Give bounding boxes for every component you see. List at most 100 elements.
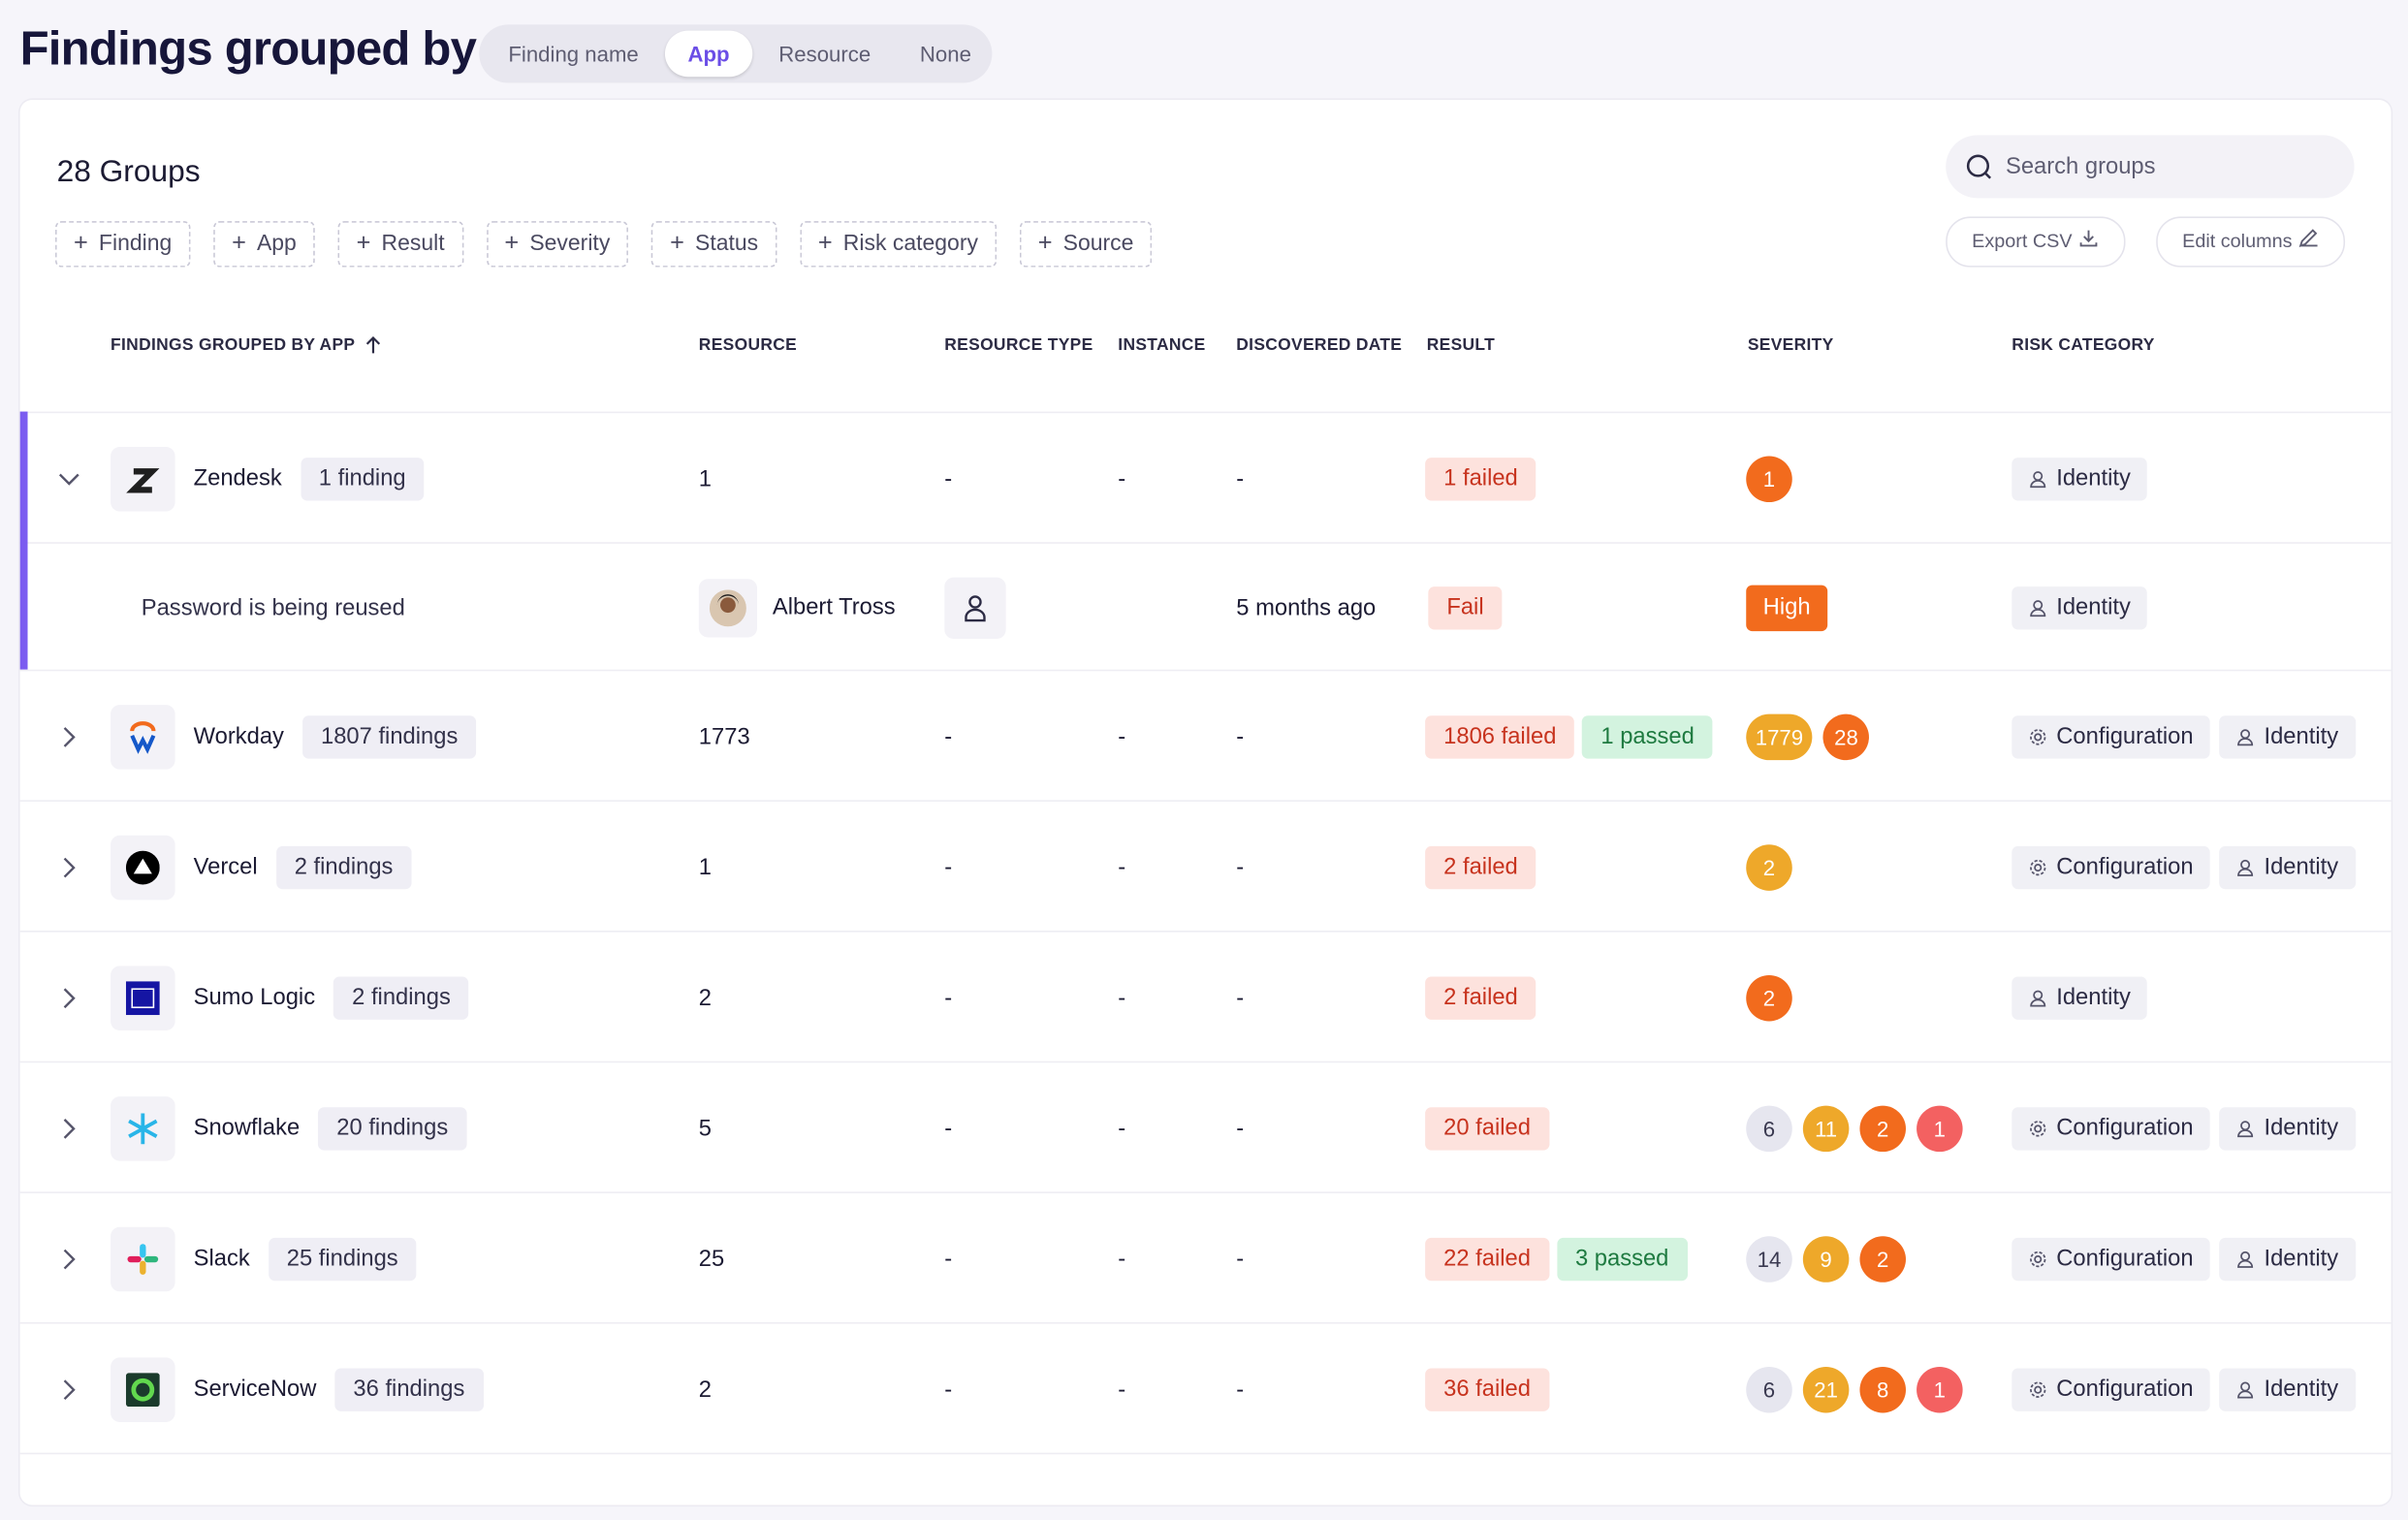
app-name: Slack <box>193 1245 250 1272</box>
result-badge: 36 failed <box>1425 1367 1550 1411</box>
gear-icon <box>2029 1119 2047 1137</box>
group-row: Zendesk 1 finding 1 - - - 1 failed 1 Identity <box>19 411 2392 544</box>
app-name: Sumo Logic <box>193 984 316 1011</box>
filter-bar: + Finding + App + Result + Severity + Status + Risk… <box>55 221 1153 268</box>
expand-chevron[interactable] <box>58 467 79 489</box>
group-tab[interactable]: None <box>919 41 971 67</box>
risk-chip: Identity <box>2219 1106 2356 1150</box>
risk-chip: Identity <box>2219 1237 2356 1281</box>
person-icon-svg <box>2030 470 2046 488</box>
sort-arrow[interactable] <box>365 335 381 355</box>
instance: - <box>1118 1115 1126 1142</box>
plus: + <box>504 230 520 257</box>
app-logo <box>111 704 175 769</box>
logo-svg <box>130 720 156 754</box>
risk-chip: Configuration <box>2012 1237 2211 1281</box>
gear-icon <box>2029 1379 2047 1398</box>
risk-label: Configuration <box>2056 853 2194 879</box>
risk-label: Identity <box>2264 1375 2339 1402</box>
finding-count: 36 findings <box>334 1367 484 1411</box>
filter-label: App <box>256 232 297 257</box>
result-badge: 20 failed <box>1425 1106 1550 1150</box>
resource-type: - <box>944 1245 953 1272</box>
finding-row: Password is being reused Albert Tross 5 mo… <box>19 542 2392 671</box>
severity-badge: 6 <box>1746 1104 1792 1152</box>
logo-svg <box>125 1372 160 1407</box>
result-cell: 20 failed <box>1425 1106 1550 1150</box>
chevron <box>58 726 79 747</box>
plus: + <box>1037 230 1053 257</box>
expand-chevron[interactable] <box>58 987 79 1008</box>
edit-columns-button[interactable]: Edit columns <box>2156 216 2346 268</box>
severity-badge: 9 <box>1802 1235 1850 1282</box>
expand-chevron[interactable] <box>58 856 79 877</box>
chevron-svg <box>63 726 76 746</box>
app-cell: Slack 25 findings <box>111 1225 417 1291</box>
risk-label: Identity <box>2264 1114 2339 1141</box>
person-icon <box>2236 1250 2255 1268</box>
group-tab[interactable]: Finding name <box>508 41 639 67</box>
discovered: - <box>1236 1245 1245 1272</box>
expand-chevron[interactable] <box>58 1248 79 1269</box>
filter-label: Source <box>1062 232 1134 257</box>
severity-badge: 2 <box>1859 1104 1906 1152</box>
pencil-icon <box>2298 229 2318 247</box>
chevron <box>58 1378 79 1400</box>
column-header: DISCOVERED DATE <box>1236 335 1403 355</box>
app-name: Zendesk <box>193 465 282 491</box>
expand-chevron[interactable] <box>58 1118 79 1139</box>
risk-chip: Identity <box>2219 1367 2356 1411</box>
group-tab[interactable]: App <box>664 30 753 78</box>
app-logo <box>111 446 175 511</box>
risk-chip: Configuration <box>2012 1367 2211 1411</box>
risk-label: Identity <box>2264 853 2339 879</box>
risk-chip: Configuration <box>2012 1106 2211 1150</box>
app-logo <box>111 835 175 900</box>
expand-chevron[interactable] <box>58 726 79 747</box>
result-badge: 2 failed <box>1425 845 1537 889</box>
filter-button[interactable]: + Severity <box>486 221 629 268</box>
result-badge: Fail <box>1428 586 1503 629</box>
severity-badge: 14 <box>1746 1235 1792 1282</box>
resource: 25 <box>698 1245 725 1272</box>
expand-chevron[interactable] <box>58 1378 79 1400</box>
export-button[interactable]: Export CSV <box>1946 216 2126 268</box>
app-logo <box>111 1095 175 1160</box>
app-name: Vercel <box>193 853 258 880</box>
filter-button[interactable]: + Result <box>337 221 463 268</box>
severity-badge: 2 <box>1746 843 1792 891</box>
risk-label: Identity <box>2056 983 2131 1010</box>
risk-label: Identity <box>2264 722 2339 749</box>
gear-icon <box>2029 858 2047 876</box>
filter-button[interactable]: + App <box>213 221 315 268</box>
instance: - <box>1118 1376 1126 1403</box>
filter-button[interactable]: + Finding <box>55 221 191 268</box>
severity-badge: 28 <box>1822 712 1870 760</box>
risk-cell: Identity <box>2012 975 2148 1020</box>
risk-label: Configuration <box>2056 722 2194 749</box>
app-cell: Zendesk 1 finding <box>111 446 425 511</box>
filter-button[interactable]: + Status <box>651 221 777 268</box>
filter-button[interactable]: + Risk category <box>799 221 997 268</box>
search-box[interactable]: Search groups <box>1946 135 2355 199</box>
discovered: - <box>1236 1376 1245 1403</box>
resource-type: - <box>944 1376 953 1403</box>
instance: - <box>1118 984 1126 1011</box>
filter-button[interactable]: + Source <box>1019 221 1153 268</box>
severity-badge: 2 <box>1859 1235 1906 1282</box>
instance: - <box>1118 1245 1126 1272</box>
risk-cell: Configuration Identity <box>2012 1367 2356 1411</box>
column-header: RESOURCE <box>698 335 798 355</box>
resource: 2 <box>698 984 713 1011</box>
gear-icon-svg <box>2030 1120 2046 1136</box>
app-cell: Sumo Logic 2 findings <box>111 965 469 1030</box>
group-tab[interactable]: Resource <box>778 41 871 67</box>
group-row: Vercel 2 findings 1 - - - 2 failed 2 Configurati… <box>19 800 2392 932</box>
avatar-svg <box>709 588 746 626</box>
severity-cell: 1779 28 <box>1746 712 1870 760</box>
chevron-svg <box>63 987 76 1008</box>
chevron-svg <box>63 1118 76 1138</box>
severity-badge: High <box>1746 584 1827 631</box>
column-header: RESOURCE TYPE <box>944 335 1093 355</box>
user-type-icon <box>944 576 1006 639</box>
